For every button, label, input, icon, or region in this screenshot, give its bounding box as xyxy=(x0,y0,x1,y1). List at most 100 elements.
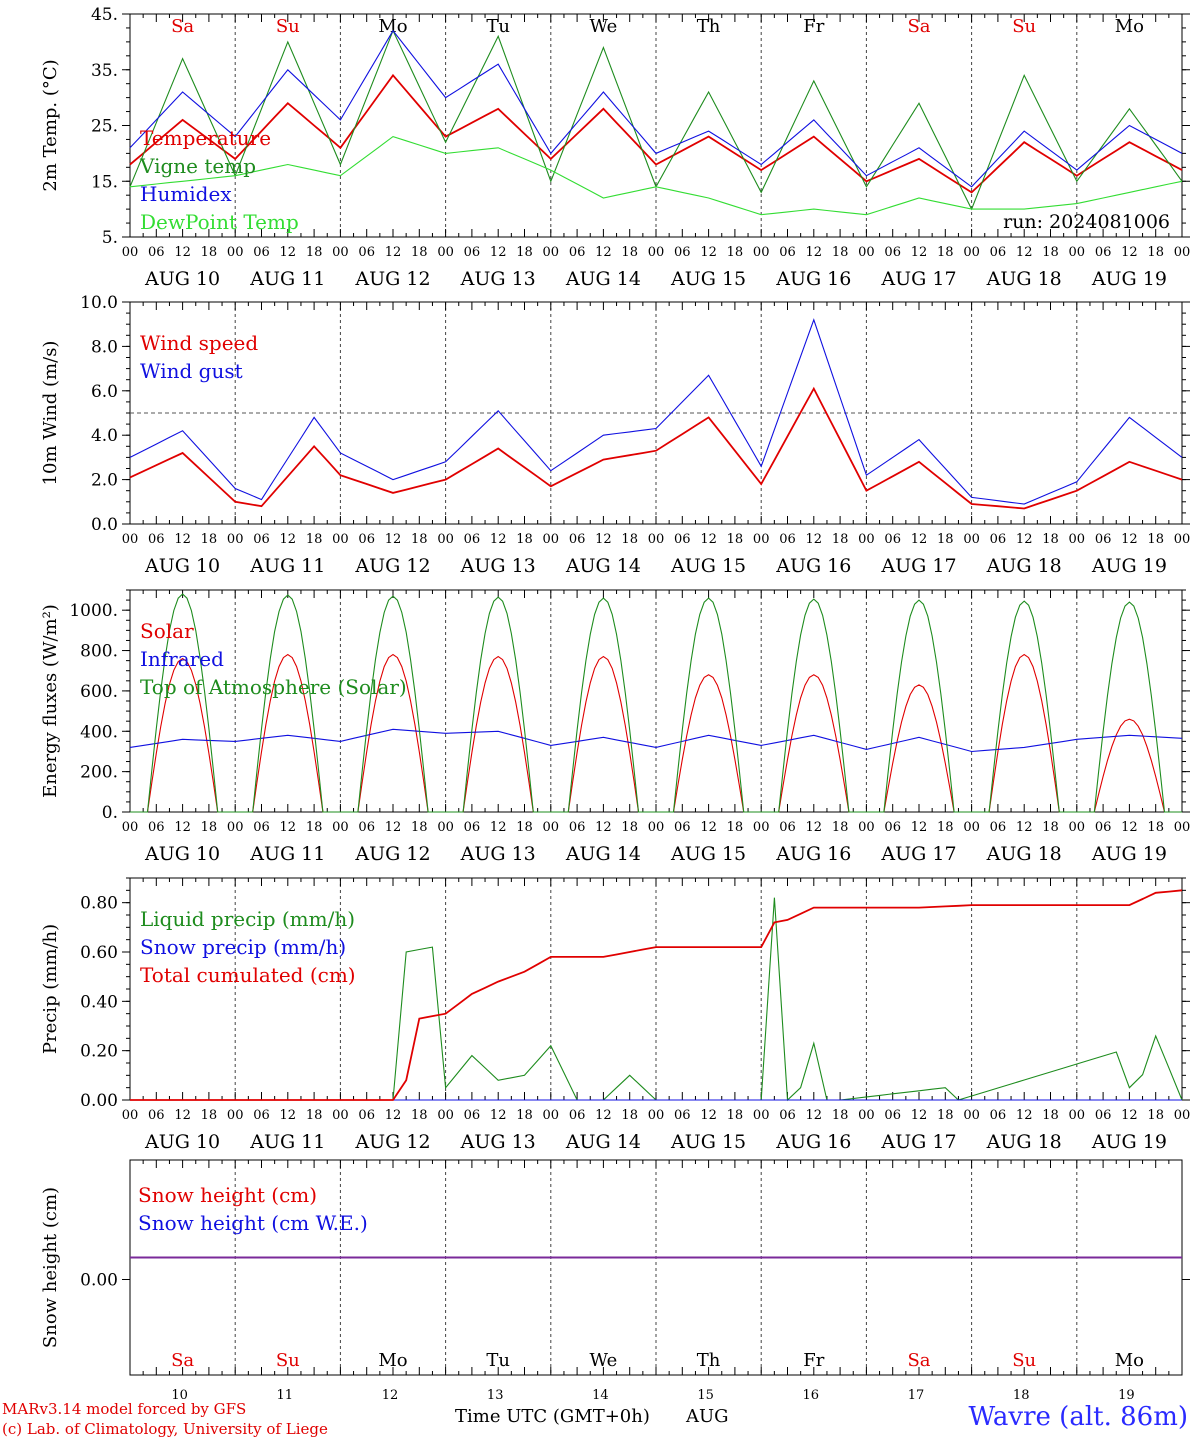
y-axis-label: 10m Wind (m/s) xyxy=(40,341,61,486)
hour-label: 12 xyxy=(174,820,191,835)
hour-label: 00 xyxy=(227,1108,244,1123)
legend-entry: Wind gust xyxy=(140,359,243,383)
hour-label: 18 xyxy=(1042,820,1059,835)
legend-entry: Humidex xyxy=(140,182,232,206)
weekday-label: Th xyxy=(697,16,721,37)
hour-label: 12 xyxy=(1121,245,1138,260)
hour-label: 18 xyxy=(306,532,323,547)
hour-label: 18 xyxy=(727,1108,744,1123)
hour-label: 06 xyxy=(1095,532,1112,547)
hour-label: 00 xyxy=(753,532,770,547)
hour-label: 00 xyxy=(437,820,454,835)
hour-label: 00 xyxy=(332,1108,349,1123)
y-tick-label: 8.0 xyxy=(91,337,118,357)
weekday-label: Su xyxy=(276,1350,300,1371)
hour-label: 06 xyxy=(779,820,796,835)
date-label: AUG 18 xyxy=(986,843,1062,865)
hour-label: 06 xyxy=(569,1108,586,1123)
hour-label: 00 xyxy=(227,245,244,260)
y-axis-label: 2m Temp. (°C) xyxy=(40,59,61,191)
date-label: AUG 12 xyxy=(354,555,430,577)
hour-label: 12 xyxy=(385,245,402,260)
hour-label: 00 xyxy=(543,532,560,547)
hour-label: 12 xyxy=(595,532,612,547)
date-label: AUG 17 xyxy=(880,1131,956,1153)
hour-label: 12 xyxy=(595,245,612,260)
series-line xyxy=(129,728,1183,753)
hour-label: 12 xyxy=(806,1108,823,1123)
legend-entry: Liquid precip (mm/h) xyxy=(140,907,355,931)
hour-label: 18 xyxy=(411,1108,428,1123)
hour-label: 18 xyxy=(832,245,849,260)
time-axis-month: AUG xyxy=(686,1406,729,1427)
hour-label: 00 xyxy=(648,245,665,260)
hour-label: 00 xyxy=(227,532,244,547)
y-tick-label: 1000. xyxy=(69,601,118,621)
hour-label: 00 xyxy=(122,1108,139,1123)
hour-label: 06 xyxy=(884,820,901,835)
hour-label: 00 xyxy=(858,1108,875,1123)
hour-label: 12 xyxy=(700,820,717,835)
hour-label: 00 xyxy=(963,245,980,260)
series-line xyxy=(129,135,1183,216)
date-label: AUG 14 xyxy=(565,843,641,865)
panel-precip: 0.00 0.20 0.40 0.60 0.80 Precip (mm/h) 00 06 12 1… xyxy=(40,877,1190,1153)
hour-label: 00 xyxy=(1069,532,1086,547)
hour-label: 06 xyxy=(1095,820,1112,835)
day-number-label: 18 xyxy=(1013,1388,1030,1403)
date-label: AUG 12 xyxy=(354,1131,430,1153)
hour-label: 18 xyxy=(306,1108,323,1123)
hour-label: 06 xyxy=(674,1108,691,1123)
hour-label: 00 xyxy=(543,245,560,260)
hour-label: 00 xyxy=(963,1108,980,1123)
hour-label: 06 xyxy=(990,820,1007,835)
hour-label: 06 xyxy=(990,245,1007,260)
station-name: Wavre (alt. 86m) xyxy=(968,1402,1188,1432)
weekday-label: Mo xyxy=(1115,1350,1144,1371)
legend-entry: Wind speed xyxy=(140,331,258,355)
day-number-label: 19 xyxy=(1118,1388,1135,1403)
y-tick-label: 4.0 xyxy=(91,426,118,446)
panel-temp: 5. 15. 25. 35. 45. 2m Temp. (°C) 00 06 12 18 00 06 1… xyxy=(40,5,1190,290)
weekday-label: Sa xyxy=(907,1350,930,1371)
hour-label: 18 xyxy=(937,532,954,547)
weekday-label: Sa xyxy=(907,16,930,37)
hour-label: 12 xyxy=(806,532,823,547)
hour-label: 06 xyxy=(884,1108,901,1123)
hour-label: 12 xyxy=(490,245,507,260)
date-label: AUG 18 xyxy=(986,268,1062,290)
y-tick-label: 0.60 xyxy=(80,943,118,963)
legend-entry: Vigne temp xyxy=(139,154,256,178)
date-label: AUG 13 xyxy=(460,555,536,577)
hour-label: 12 xyxy=(595,820,612,835)
hour-label: 12 xyxy=(385,532,402,547)
date-label: AUG 10 xyxy=(144,1131,220,1153)
hour-label: 00 xyxy=(227,820,244,835)
weekday-label: Fr xyxy=(803,16,824,37)
hour-label: 00 xyxy=(543,1108,560,1123)
hour-label: 00 xyxy=(753,1108,770,1123)
weekday-label: We xyxy=(590,16,618,37)
hour-label: 06 xyxy=(358,245,375,260)
hour-label: 12 xyxy=(700,245,717,260)
hour-label: 06 xyxy=(779,245,796,260)
hour-label: 12 xyxy=(174,245,191,260)
day-number-label: 13 xyxy=(487,1388,504,1403)
date-label: AUG 11 xyxy=(249,555,325,577)
date-label: AUG 17 xyxy=(880,843,956,865)
hour-label: 00 xyxy=(1069,820,1086,835)
y-tick-label: 0.00 xyxy=(80,1271,118,1291)
weekday-label: Tu xyxy=(486,16,510,37)
hour-label: 12 xyxy=(490,1108,507,1123)
hour-label: 06 xyxy=(464,820,481,835)
hour-label: 18 xyxy=(1147,532,1164,547)
y-tick-label: 0.20 xyxy=(80,1042,118,1062)
y-tick-label: 25. xyxy=(91,117,118,137)
date-label: AUG 10 xyxy=(144,843,220,865)
hour-label: 00 xyxy=(332,820,349,835)
hour-label: 12 xyxy=(280,1108,297,1123)
date-label: AUG 11 xyxy=(249,843,325,865)
hour-label: 18 xyxy=(306,820,323,835)
hour-label: 00 xyxy=(332,245,349,260)
hour-label: 00 xyxy=(858,532,875,547)
